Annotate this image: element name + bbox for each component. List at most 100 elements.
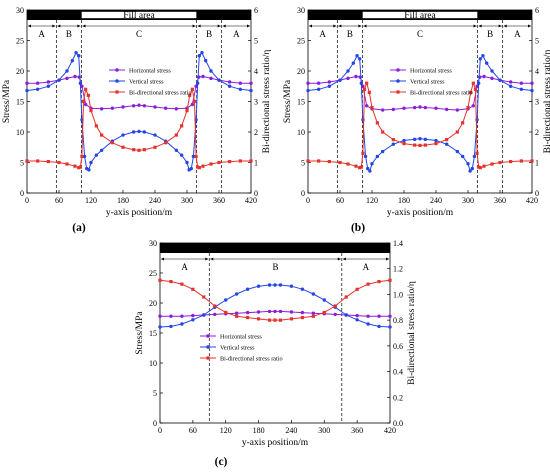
series-1-point <box>73 74 77 79</box>
x-tick-label: 300 <box>181 196 193 205</box>
series-3-point <box>192 99 197 104</box>
y2-tick-label: 4 <box>535 67 539 76</box>
arrow-head <box>498 24 502 28</box>
series-3-point <box>201 164 205 168</box>
arrow-head <box>161 257 164 261</box>
series-1-point <box>194 84 198 88</box>
series-3-point <box>355 287 359 291</box>
x-tick-label: 300 <box>318 426 330 435</box>
fill-area-box <box>362 11 478 19</box>
arrow-head <box>473 24 477 28</box>
series-3-point <box>158 278 162 282</box>
series-3-point <box>256 317 261 321</box>
series-2-point <box>191 318 195 322</box>
series-3-point <box>375 121 379 125</box>
series-1-point <box>327 80 332 84</box>
series-3-point <box>238 159 242 163</box>
series-3-point <box>478 166 482 170</box>
series-3-point <box>197 166 201 170</box>
series-3-point <box>366 282 370 286</box>
arrow-head <box>222 24 226 28</box>
y-tick-label: 15 <box>297 98 305 107</box>
series-1-point <box>490 76 494 81</box>
series-1-point <box>83 102 88 107</box>
legend-marker <box>396 79 400 83</box>
series-3-point <box>209 162 213 166</box>
series-2-point <box>153 133 157 137</box>
y-tick-label: 20 <box>149 299 157 308</box>
series-2-point <box>273 283 277 287</box>
series-2-point <box>121 133 125 137</box>
series-1-point <box>80 84 84 88</box>
series-3-point <box>361 151 365 155</box>
x-tick-label: 300 <box>462 196 474 205</box>
y-tick-label: 15 <box>16 98 24 107</box>
zone-label: B <box>66 29 72 39</box>
series-2-point <box>227 84 232 88</box>
series-3-point <box>121 145 125 149</box>
series-2-point <box>358 57 362 61</box>
series-3-point <box>434 141 438 146</box>
x-tick-label: 120 <box>220 426 232 435</box>
zone-label: A <box>38 29 45 39</box>
zone-label: B <box>273 262 279 272</box>
series-3-point <box>36 159 40 163</box>
series-2-point <box>77 54 81 58</box>
legend-marker <box>206 334 210 338</box>
series-2-point <box>180 322 184 326</box>
series-3-point <box>461 121 465 125</box>
series-1-point <box>110 106 115 110</box>
series-3-point <box>196 165 200 169</box>
y-tick-label: 20 <box>297 67 305 76</box>
arrow-head <box>77 24 81 28</box>
series-1-point <box>190 102 195 107</box>
series-3-point <box>473 87 478 91</box>
series-2-point <box>94 153 99 157</box>
series-2-point <box>344 313 348 317</box>
y-tick-label: 30 <box>297 6 305 15</box>
series-3-point <box>57 160 61 165</box>
y2-tick-label: 5 <box>535 37 539 46</box>
series-2-point <box>179 153 184 157</box>
y-tick-label: 5 <box>20 159 24 168</box>
arrow-head <box>247 24 250 28</box>
y2-tick-label: 0.8 <box>393 316 403 325</box>
series-2-point <box>366 322 370 326</box>
series-2-point <box>189 166 193 171</box>
zone-label: A <box>363 262 370 272</box>
series-3-point <box>191 287 195 291</box>
x-tick-label: 240 <box>149 196 161 205</box>
series-3-point <box>78 165 82 169</box>
y2-tick-label: 0 <box>535 189 539 198</box>
series-1-point <box>519 81 524 85</box>
series-2-point <box>423 137 428 142</box>
zone-label: A <box>233 29 240 39</box>
series-3-point <box>235 314 239 318</box>
series-3-point <box>278 318 283 322</box>
series-1-point <box>306 81 310 85</box>
series-2-point <box>57 78 61 82</box>
series-2-point <box>359 81 364 85</box>
y-tick-label: 25 <box>149 269 157 278</box>
zone-label: B <box>347 29 353 39</box>
series-3-point <box>471 81 475 85</box>
x-tick-label: 120 <box>85 196 97 205</box>
y2-tick-label: 0.6 <box>393 342 403 351</box>
series-2-point <box>311 292 316 296</box>
series-3-point <box>423 143 427 147</box>
x-tick-label: 360 <box>494 196 506 205</box>
series-3-point <box>490 162 494 166</box>
series-2-point <box>484 61 489 65</box>
series-2-point <box>197 54 201 58</box>
series-1-point <box>163 106 168 110</box>
series-1-point <box>249 81 253 85</box>
x-tick-label: 240 <box>430 196 442 205</box>
series-2-point <box>472 154 477 159</box>
series-2-point <box>306 88 310 93</box>
legend-entry: Bi-directional stress ratio <box>220 356 283 363</box>
legend-marker <box>115 79 119 83</box>
y-axis-label: Stress/MPa <box>2 79 12 123</box>
y2-tick-label: 3 <box>535 98 539 107</box>
arrow-head <box>210 257 214 261</box>
series-2-point <box>200 51 204 55</box>
